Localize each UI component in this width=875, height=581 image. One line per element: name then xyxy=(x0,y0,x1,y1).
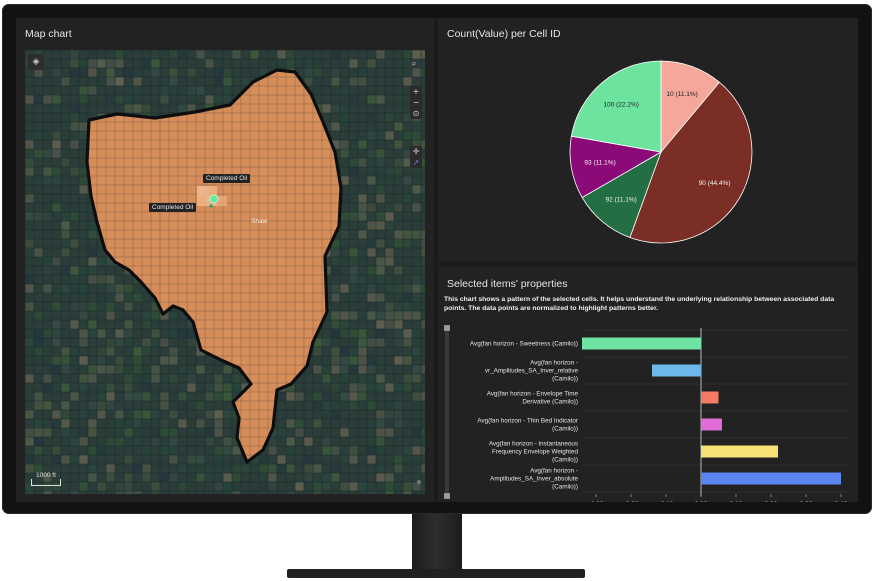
pan-icon[interactable]: ✛ xyxy=(412,147,420,156)
map-canvas[interactable]: ◈ ⌕ + − ⊙ ✛ ↗ Completed Oil Completed Oi… xyxy=(25,50,425,494)
pie-slice-label: 90 (44.4%) xyxy=(699,180,731,187)
pie-slice[interactable] xyxy=(570,60,662,153)
category-label: Avg(fan horizon -Amplitudes_SA_Inver_abs… xyxy=(490,468,578,491)
scale-bar: 1000 ft xyxy=(31,472,61,486)
pie-slice-label: 92 (11.1%) xyxy=(606,196,637,203)
x-tick-label: -0.30 xyxy=(589,501,604,502)
pie-chart: 10 (11.1%) 90 (44.4%) 92 (11.1%) 93 (11.1%)… xyxy=(569,60,753,244)
dashboard-screen: Map chart xyxy=(16,18,858,502)
place-label: Shaw xyxy=(251,218,268,225)
x-tick-label: -0.10 xyxy=(659,501,674,502)
well-label: Completed Oil xyxy=(149,203,197,212)
x-tick-label: -0.20 xyxy=(624,501,639,502)
bar-panel: Selected items' properties This chart sh… xyxy=(438,266,858,502)
pie-slice-label: 93 (11.1%) xyxy=(584,160,615,167)
category-label: Avg(fan horizon - Envelope Time Derivativ… xyxy=(487,391,579,406)
x-tick-label: 0.30 xyxy=(800,501,813,502)
x-tick-label: 0.20 xyxy=(765,501,778,502)
scale-label: 1000 ft xyxy=(36,472,56,479)
pie-slice-label: 10 (11.1%) xyxy=(667,91,698,98)
bar-chart: Avg(fan horizon - Sweetness (Camilo)) Avg… xyxy=(470,328,848,502)
map-title: Map chart xyxy=(25,28,72,40)
vertical-scrollbar[interactable] xyxy=(444,325,450,499)
select-icon[interactable]: ↗ xyxy=(412,158,420,167)
category-label: Avg(fan horizon - Sweetness (Camilo)) xyxy=(470,341,578,348)
pie-title: Count(Value) per Cell ID xyxy=(447,28,561,40)
draw-controls: ✛ ↗ xyxy=(410,146,422,168)
category-label: Avg(fan horizon -vr_Amplitudes_SA_Inver_… xyxy=(485,360,579,383)
category-label: Avg(fan horizon - Instantaneous Frequency… xyxy=(489,441,579,464)
x-tick-label: 0.40 xyxy=(835,501,848,502)
bar[interactable] xyxy=(701,391,719,404)
bar[interactable] xyxy=(701,472,841,485)
scroll-handle-top[interactable] xyxy=(444,325,450,331)
search-icon: ⌕ xyxy=(411,59,417,69)
bar[interactable] xyxy=(701,418,722,431)
map-panel: Map chart xyxy=(16,18,434,502)
scroll-handle-bottom[interactable] xyxy=(444,493,450,499)
monitor-frame: Map chart xyxy=(2,4,872,514)
well-marker[interactable] xyxy=(209,194,219,204)
search-button[interactable]: ⌕ xyxy=(406,56,422,72)
pie-panel: Count(Value) per Cell ID 10 (11.1%) 90 (4… xyxy=(438,18,858,262)
zoom-out-button[interactable]: − xyxy=(412,98,420,107)
map-svg[interactable] xyxy=(25,50,425,494)
monitor-stand xyxy=(412,514,462,572)
layers-icon: ◈ xyxy=(32,57,40,67)
bar-title: Selected items' properties xyxy=(447,278,568,290)
recenter-icon[interactable]: ⊙ xyxy=(412,109,420,118)
layers-button[interactable]: ◈ xyxy=(28,54,44,70)
zoom-controls: + − ⊙ xyxy=(410,86,422,119)
bar[interactable] xyxy=(652,364,701,377)
attribution-dot xyxy=(417,480,421,484)
well-label: Completed Oil xyxy=(203,174,251,183)
x-tick-label: 0.00 xyxy=(695,501,708,502)
pie-slice-label: 100 (22.2%) xyxy=(603,102,638,109)
category-label: Avg(fan horizon - Thin Bed Indicator (Cam… xyxy=(477,418,578,433)
bar[interactable] xyxy=(582,337,701,350)
zoom-in-button[interactable]: + xyxy=(412,87,420,96)
pie-slice[interactable] xyxy=(629,81,753,244)
bar[interactable] xyxy=(701,445,778,458)
monitor-base xyxy=(287,569,585,578)
x-tick-label: 0.10 xyxy=(730,501,743,502)
bar-description: This chart shows a pattern of the select… xyxy=(444,296,835,312)
